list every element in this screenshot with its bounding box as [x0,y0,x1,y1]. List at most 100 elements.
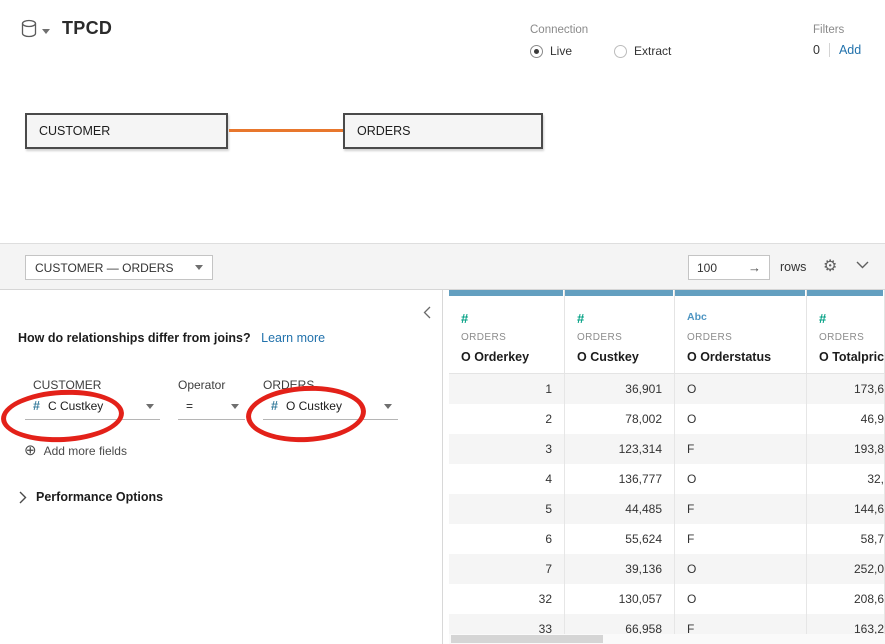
learn-more-link[interactable]: Learn more [261,331,326,345]
cell: 5 [449,494,565,524]
cell: F [675,434,807,464]
column-accent-strip [807,290,883,296]
cell: 173,6 [807,374,885,404]
cell: 55,624 [565,524,675,554]
cell: 208,6 [807,584,885,614]
cell: 46,9 [807,404,885,434]
cell: O [675,404,807,434]
cell: 7 [449,554,565,584]
table-row: 4 136,777 O 32, [449,464,885,494]
relationship-selector-dropdown[interactable]: CUSTOMER — ORDERS [25,255,213,280]
data-preview-grid: # ORDERS O Orderkey # ORDERS O Custkey A… [449,290,885,644]
table-node-customer[interactable]: CUSTOMER [25,113,228,149]
chevron-down-icon[interactable] [856,261,869,269]
collapse-pane-icon[interactable] [423,306,431,319]
cell: F [675,494,807,524]
connection-label: Connection [530,24,589,36]
table-row: 2 78,002 O 46,9 [449,404,885,434]
scrollbar-thumb[interactable] [451,635,603,643]
filters-section: Filters 0 Add [813,24,861,57]
table-node-label: ORDERS [357,124,411,138]
column-field-name: O Totalprice [819,350,885,364]
table-row: 32 130,057 O 208,6 [449,584,885,614]
column-accent-strip [675,290,805,296]
connection-section: Connection Live Extract [530,24,671,58]
logical-canvas: CUSTOMER ORDERS [0,62,885,243]
rows-input[interactable]: 100 → [688,255,770,280]
chevron-down-icon [195,265,203,270]
table-node-orders[interactable]: ORDERS [343,113,543,149]
radio-extract-icon [614,44,628,58]
database-icon [20,19,38,43]
horizontal-scrollbar[interactable] [449,634,885,644]
right-field-dropdown[interactable]: # O Custkey [263,393,398,420]
grid-header: # ORDERS O Orderkey # ORDERS O Custkey A… [449,290,885,374]
column-field-name: O Orderkey [461,350,530,364]
number-type-icon: # [577,311,585,326]
operator-dropdown[interactable]: = [178,393,245,420]
performance-options-label: Performance Options [36,490,164,504]
number-type-icon: # [461,311,469,326]
left-table-column-label: CUSTOMER [33,378,102,392]
cell: 39,136 [565,554,675,584]
cell: 2 [449,404,565,434]
datasource-caret-icon [42,28,50,34]
filters-label: Filters [813,24,845,36]
left-field-value: C Custkey [47,399,104,413]
cell: 58,7 [807,524,885,554]
top-bar: TPCD Connection Live Extract Filters 0 A… [0,0,885,62]
left-field-dropdown[interactable]: # C Custkey [25,393,160,420]
cell: F [675,524,807,554]
cell: 6 [449,524,565,554]
operator-column-label: Operator [178,378,226,392]
number-type-icon: # [271,399,278,413]
table-node-label: CUSTOMER [39,124,111,138]
plus-circle-icon: ⊕ [24,442,37,459]
cell: 33 [449,614,565,644]
cell: 32, [807,464,885,494]
relationship-question-text: How do relationships differ from joins? [18,331,251,345]
cell: 1 [449,374,565,404]
rows-value: 100 [697,260,718,275]
table-row: 5 44,485 F 144,6 [449,494,885,524]
cell: 66,958 [565,614,675,644]
radio-live[interactable]: Live [530,44,572,58]
cell: 144,6 [807,494,885,524]
column-field-name: O Custkey [577,350,639,364]
add-more-fields-button[interactable]: ⊕ Add more fields [24,443,127,458]
cell: 130,057 [565,584,675,614]
cell: O [675,584,807,614]
cell: O [675,464,807,494]
cell: 136,777 [565,464,675,494]
relationship-editor-pane: How do relationships differ from joins? … [0,290,443,644]
column-header-o-custkey[interactable]: # ORDERS O Custkey [565,290,675,373]
cell: 123,314 [565,434,675,464]
cell: 3 [449,434,565,464]
cell: 36,901 [565,374,675,404]
datasource-menu[interactable] [20,19,50,43]
gear-icon[interactable]: ⚙ [823,258,838,275]
cell: 32 [449,584,565,614]
right-table-column-label: ORDERS [263,378,315,392]
column-header-o-totalprice[interactable]: # ORDERS O Totalprice [807,290,885,373]
chevron-down-icon [231,403,239,409]
preview-toolbar: CUSTOMER — ORDERS 100 → rows ⚙ [0,243,885,290]
performance-options-expander[interactable]: Performance Options [19,490,163,504]
relationship-connector[interactable] [229,129,343,132]
grid-body: 1 36,901 O 173,6 2 78,002 O 46,9 3 123,3… [449,374,885,644]
cell: 193,8 [807,434,885,464]
chevron-down-icon [146,403,154,409]
apply-arrow-icon[interactable]: → [748,260,761,275]
table-row: 7 39,136 O 252,0 [449,554,885,584]
cell: O [675,554,807,584]
cell: O [675,374,807,404]
cell: 4 [449,464,565,494]
filters-add-button[interactable]: Add [838,43,862,57]
table-row: 3 123,314 F 193,8 [449,434,885,464]
column-table-caption: ORDERS [461,332,507,343]
cell: F [675,614,807,644]
table-row: 6 55,624 F 58,7 [449,524,885,554]
radio-extract[interactable]: Extract [614,44,671,58]
column-header-o-orderkey[interactable]: # ORDERS O Orderkey [449,290,565,373]
column-header-o-orderstatus[interactable]: Abc ORDERS O Orderstatus [675,290,807,373]
